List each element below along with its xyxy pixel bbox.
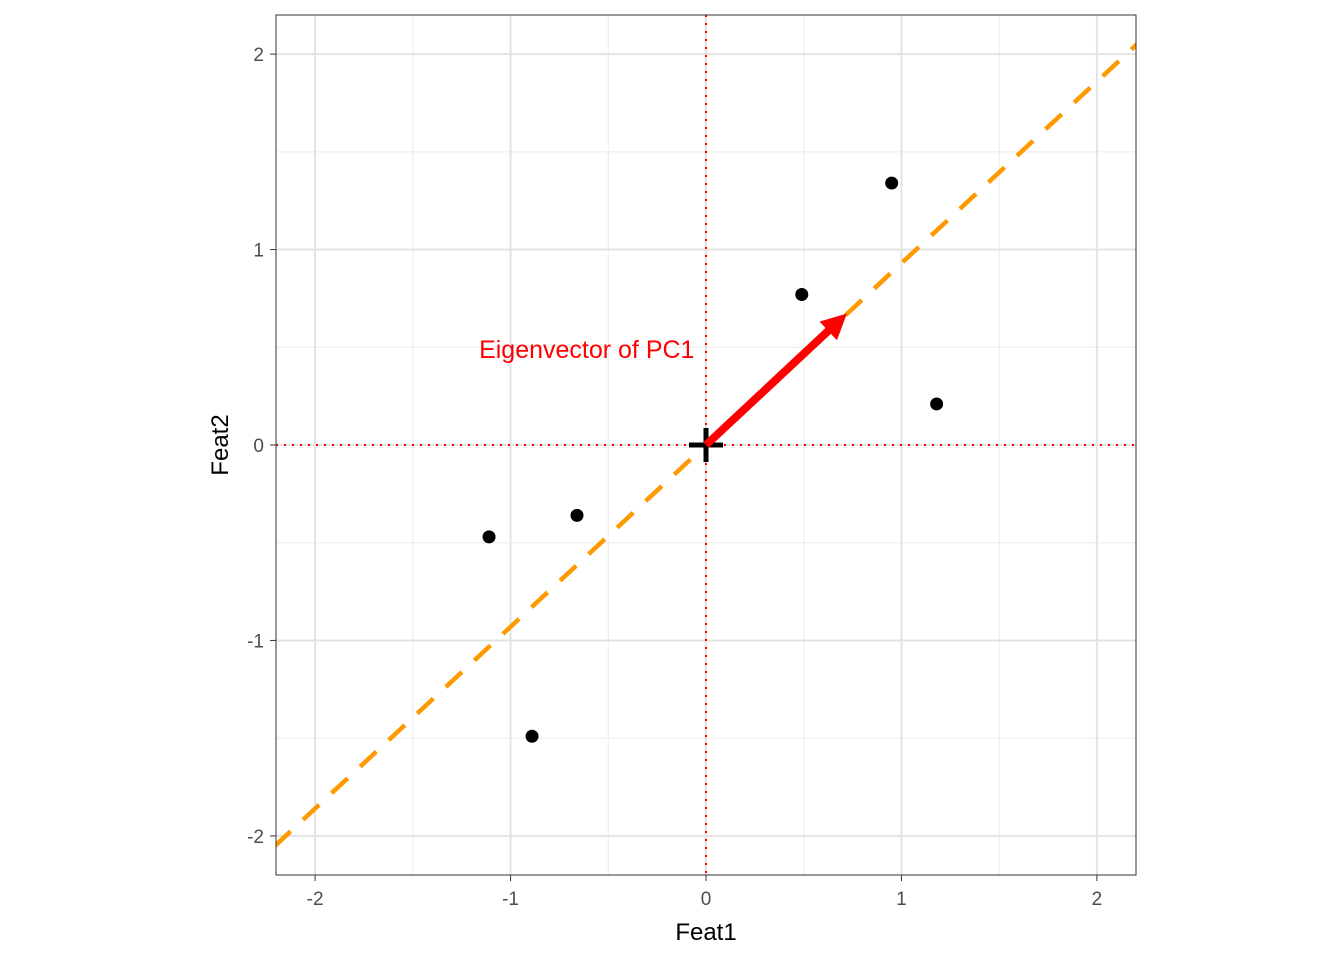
x-tick-label: -2 [307, 889, 324, 910]
data-point [525, 729, 539, 743]
axes: -2 -1 0 1 2 -2 -1 0 1 2 [247, 45, 1102, 910]
x-axis-label: Feat1 [675, 919, 736, 946]
eigenvector-arrow [703, 313, 847, 448]
x-tick-label: 1 [896, 889, 907, 910]
plot-marks: Eigenvector of PC1 [276, 15, 1136, 875]
y-tick-label: 2 [253, 45, 264, 66]
x-tick-label: 2 [1092, 889, 1103, 910]
y-tick-label: 1 [253, 241, 264, 262]
data-point [885, 176, 899, 190]
y-tick-label: 0 [253, 436, 264, 457]
y-axis-label: Feat2 [207, 414, 234, 475]
data-point [795, 288, 809, 301]
eigenvector-annotation: Eigenvector of PC1 [479, 336, 694, 364]
data-point [482, 530, 496, 544]
y-tick-label: -1 [247, 631, 264, 652]
data-point [930, 397, 944, 411]
x-tick-label: -1 [502, 889, 519, 910]
y-tick-label: -2 [247, 827, 264, 848]
x-tick-label: 0 [701, 889, 712, 910]
data-point [570, 508, 584, 522]
